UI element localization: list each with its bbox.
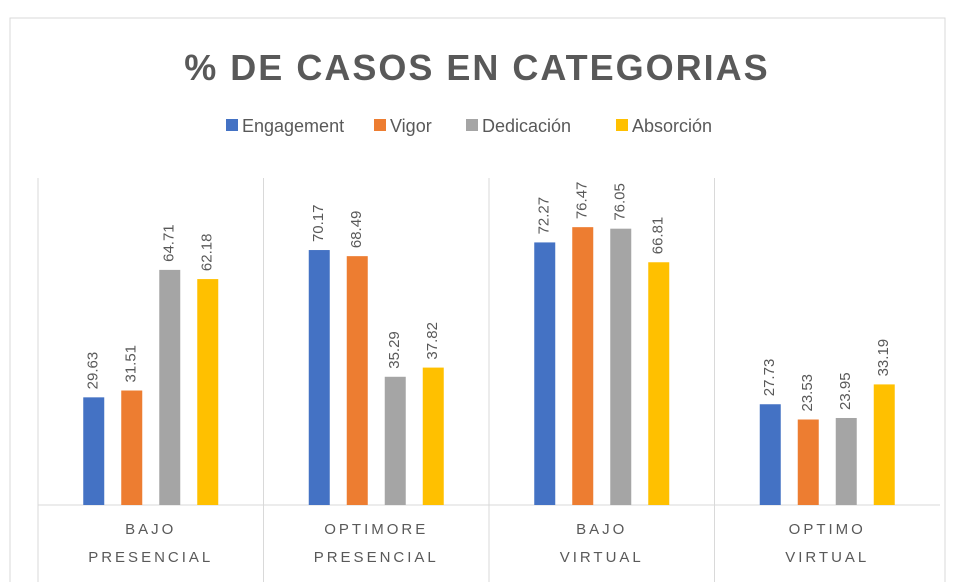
data-label: 76.05 bbox=[612, 183, 629, 221]
data-label: 23.95 bbox=[837, 372, 854, 410]
bar bbox=[197, 279, 219, 505]
data-label: 66.81 bbox=[650, 217, 667, 255]
bar bbox=[572, 227, 594, 505]
bar bbox=[346, 256, 368, 505]
bar bbox=[83, 397, 105, 505]
data-label: 72.27 bbox=[536, 197, 553, 235]
bar bbox=[534, 242, 556, 505]
data-label: 70.17 bbox=[310, 205, 327, 243]
legend-label: Dedicación bbox=[482, 116, 571, 136]
bar bbox=[759, 404, 781, 505]
bar bbox=[797, 419, 819, 505]
data-label: 23.53 bbox=[799, 374, 816, 412]
bar bbox=[610, 228, 632, 505]
chart-title: % DE CASOS EN CATEGORIAS bbox=[184, 47, 769, 88]
data-label: 33.19 bbox=[875, 339, 892, 377]
legend-label: Absorción bbox=[632, 116, 712, 136]
bar bbox=[308, 250, 330, 505]
bar bbox=[121, 390, 143, 505]
data-label: 37.82 bbox=[424, 322, 441, 360]
bar bbox=[648, 262, 670, 505]
legend-swatch bbox=[616, 119, 628, 131]
bar bbox=[159, 269, 181, 505]
legend-swatch bbox=[226, 119, 238, 131]
data-label: 64.71 bbox=[161, 224, 178, 262]
data-label: 35.29 bbox=[386, 331, 403, 369]
bar bbox=[873, 384, 895, 505]
data-label: 27.73 bbox=[761, 359, 778, 397]
x-tick-label: OPTIMO VIRTUAL bbox=[785, 521, 869, 566]
bar bbox=[422, 367, 444, 505]
bar bbox=[835, 417, 857, 505]
x-tick-label: BAJO PRESENCIAL bbox=[88, 521, 213, 566]
legend-swatch bbox=[466, 119, 478, 131]
data-label: 76.47 bbox=[574, 182, 591, 220]
data-label: 31.51 bbox=[123, 345, 140, 383]
x-tick-label: OPTIMORE PRESENCIAL bbox=[314, 521, 439, 566]
legend-label: Vigor bbox=[390, 116, 432, 136]
legend-label: Engagement bbox=[242, 116, 344, 136]
legend-swatch bbox=[374, 119, 386, 131]
data-label: 62.18 bbox=[199, 234, 216, 272]
data-label: 29.63 bbox=[85, 352, 102, 390]
bar bbox=[384, 376, 406, 505]
x-tick-label: BAJO VIRTUAL bbox=[560, 521, 644, 566]
data-label: 68.49 bbox=[348, 211, 365, 249]
